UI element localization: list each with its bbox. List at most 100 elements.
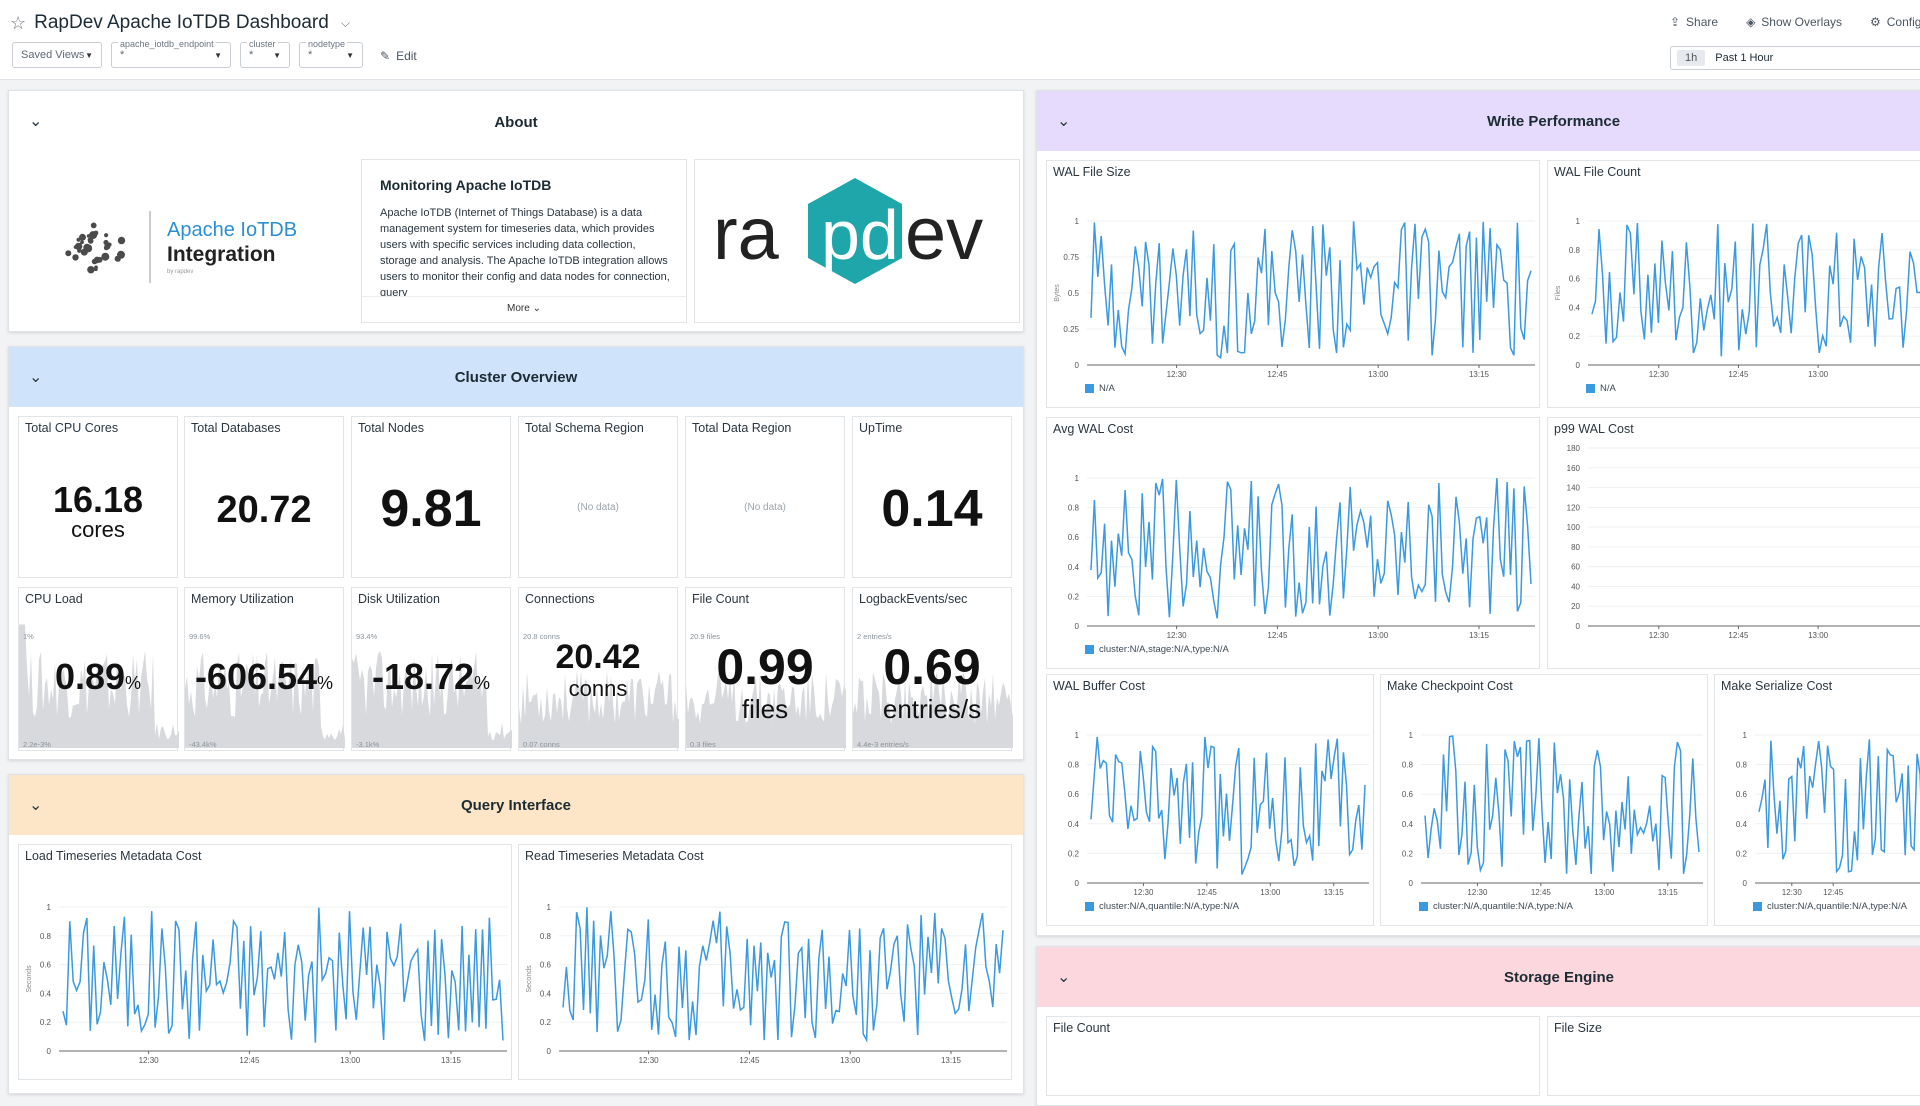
chevron-down-icon[interactable]: ⌄ — [1057, 113, 1071, 130]
stat-widget[interactable]: Total Data Region (No data) — [685, 416, 845, 578]
logo-line2: Integration — [167, 243, 276, 266]
query-value: -18.72% — [352, 656, 510, 698]
wal-buffer-cost-widget[interactable]: WAL Buffer Cost 0 0.2 0.4 0.6 0.8 1 12:30 12:45 1… — [1046, 674, 1374, 926]
pencil-icon: ✎ — [380, 49, 391, 63]
storage-file-size-widget[interactable]: File Size — [1547, 1016, 1920, 1096]
query-value-widget[interactable]: LogbackEvents/sec 2 entries/s 4.4e-3 entri… — [852, 587, 1013, 751]
y-tick-label: 160 — [1567, 464, 1581, 473]
x-tick-label: 12:30 — [1649, 370, 1670, 379]
logo-dot — [104, 233, 109, 238]
stat-widget[interactable]: Total Schema Region (No data) — [518, 416, 678, 578]
logo-dot — [93, 256, 101, 264]
logo-dot — [117, 236, 126, 245]
value-number: 0.69 — [883, 639, 981, 695]
value-unit: % — [317, 673, 334, 693]
avg-wal-cost-widget[interactable]: Avg WAL Cost 0 0.2 0.4 0.6 0.8 1 12:30 12:45 13:0… — [1046, 417, 1540, 669]
chart-legend[interactable]: cluster:N/A,quantile:N/A,type:N/A — [1419, 901, 1573, 912]
nodetype-variable-select[interactable]: nodetype * ▼ — [299, 39, 363, 68]
storage-file-count-widget[interactable]: File Count — [1046, 1016, 1540, 1096]
chevron-down-icon[interactable]: ⌄ — [29, 797, 43, 814]
y-tick-label: 0.4 — [1068, 563, 1080, 572]
query-value: 0.69 — [853, 638, 1011, 696]
time-range-select[interactable]: 1h Past 1 Hour — [1670, 46, 1920, 70]
y-tick-label: 0.2 — [1569, 332, 1581, 341]
share-button[interactable]: ⇪ Share — [1669, 15, 1719, 29]
y-tick-label: 60 — [1571, 563, 1580, 572]
chart-legend[interactable]: N/A — [1586, 383, 1616, 394]
stat-widget[interactable]: Total Databases 20.72 — [184, 416, 344, 578]
logo-dot — [72, 254, 79, 261]
stat-value: 0.14 — [881, 480, 983, 538]
query-value-widget[interactable]: CPU Load 1% 2.2e-3% 0.89% — [18, 587, 179, 751]
configure-button[interactable]: ⚙Configure — [1870, 15, 1920, 29]
chevron-down-icon[interactable]: ⌄ — [29, 113, 43, 130]
stat-widget[interactable]: Total Nodes 9.81 — [351, 416, 511, 578]
stat-widget[interactable]: Total CPU Cores 16.18 cores — [18, 416, 178, 578]
edit-button[interactable]: ✎ Edit — [380, 49, 417, 63]
y-tick-label: 0.4 — [540, 989, 552, 998]
chevron-down-icon[interactable]: ⌵ — [340, 15, 350, 30]
y-tick-label: 40 — [1571, 582, 1580, 591]
storage-engine-header[interactable]: ⌄ Storage Engine — [1037, 947, 1920, 1007]
y-tick-label: 0 — [47, 1047, 52, 1056]
y-tick-label: 0.5 — [1068, 289, 1080, 298]
legend-label: cluster:N/A,quantile:N/A,type:N/A — [1099, 901, 1239, 912]
y-axis-label: Seconds — [526, 965, 533, 993]
make-checkpoint-cost-widget[interactable]: Make Checkpoint Cost 0 0.2 0.4 0.6 0.8 1 12:30 1… — [1380, 674, 1708, 926]
query-value-widget[interactable]: Disk Utilization 93.4% -3.1k% -18.72% — [351, 587, 512, 751]
logo-dot — [104, 243, 111, 250]
cluster-overview-header[interactable]: ⌄ Cluster Overview — [9, 347, 1023, 407]
sparkline-max-label: 99.6% — [189, 632, 211, 641]
load-timeseries-metadata-cost-widget[interactable]: Load Timeseries Metadata Cost 0 0.2 0.4 0.6 0… — [18, 844, 512, 1080]
query-value: 0.89% — [19, 656, 177, 698]
read-timeseries-metadata-cost-widget[interactable]: Read Timeseries Metadata Cost 0 0.2 0.4 0.6 0… — [518, 844, 1012, 1080]
widget-title: LogbackEvents/sec — [859, 592, 968, 606]
apache-iotdb-logo: Apache IoTDB Integration by rapdev — [59, 211, 319, 291]
legend-swatch — [1085, 384, 1094, 393]
write-performance-header[interactable]: ⌄ Write Performance — [1037, 91, 1920, 151]
chart-legend[interactable]: N/A — [1085, 383, 1115, 394]
y-tick-label: 0.4 — [1736, 820, 1748, 829]
chart-legend[interactable]: cluster:N/A,stage:N/A,type:N/A — [1085, 644, 1229, 655]
series-line — [1090, 221, 1532, 360]
endpoint-variable-select[interactable]: apache_iotdb_endpoint * ▼ — [111, 39, 231, 68]
query-interface-header[interactable]: ⌄ Query Interface — [9, 775, 1023, 835]
x-tick-label: 13:00 — [1594, 888, 1615, 897]
chart-legend[interactable]: cluster:N/A,quantile:N/A,type:N/A — [1753, 901, 1907, 912]
sparkline-min-label: 2.2e-3% — [23, 740, 51, 749]
widget-title: WAL File Count — [1554, 165, 1641, 179]
y-tick-label: 1 — [1576, 217, 1581, 226]
show-overlays-button[interactable]: ◈ Show Overlays — [1746, 15, 1842, 29]
saved-views-select[interactable]: Saved Views ▼ — [12, 42, 102, 68]
y-tick-label: 0.8 — [1068, 504, 1080, 513]
query-value-widget[interactable]: Memory Utilization 99.6% -43.4k% -606.54% — [184, 587, 345, 751]
chart-legend[interactable]: cluster:N/A,quantile:N/A,type:N/A — [1085, 901, 1239, 912]
share-icon: ⇪ — [1669, 15, 1681, 29]
wal-file-count-widget[interactable]: WAL File Count 0 0.2 0.4 0.6 0.8 1 Files 12:30 12… — [1547, 160, 1920, 408]
wal-file-size-widget[interactable]: WAL File Size 0 0.25 0.5 0.75 1 Bytes 12:30 12:4… — [1046, 160, 1540, 408]
y-tick-label: 0 — [1075, 361, 1080, 370]
cluster-variable-select[interactable]: cluster * ▼ — [240, 39, 290, 68]
brand-text-mid: pd — [821, 196, 899, 274]
y-tick-label: 1 — [547, 903, 552, 912]
x-tick-label: 13:00 — [1808, 370, 1829, 379]
p99-wal-cost-widget[interactable]: p99 WAL Cost 0 20 40 60 80 100 120 140 160 180 12:3… — [1547, 417, 1920, 669]
logo-line1: Apache IoTDB — [167, 219, 298, 241]
chevron-down-icon[interactable]: ⌄ — [29, 369, 43, 386]
widget-title: Connections — [525, 592, 595, 606]
widget-title: WAL Buffer Cost — [1053, 679, 1145, 693]
stat-widget[interactable]: UpTime 0.14 — [852, 416, 1012, 578]
make-serialize-cost-widget[interactable]: Make Serialize Cost 0 0.2 0.4 0.6 0.8 1 12:30 12… — [1714, 674, 1920, 926]
line-chart: 0 0.2 0.4 0.6 0.8 1 12:30 12:45 13:00 13:15 — [1068, 731, 1369, 897]
chevron-down-icon[interactable]: ⌄ — [1057, 969, 1071, 986]
query-value: -606.54% — [185, 656, 343, 698]
query-value-widget[interactable]: Connections 20.8 conns 0.07 conns 20.42 conn… — [518, 587, 679, 751]
about-header[interactable]: ⌄ About — [29, 113, 538, 131]
star-icon[interactable]: ☆ — [10, 12, 27, 33]
more-button[interactable]: More ⌄ — [362, 296, 686, 322]
x-tick-label: 12:45 — [1267, 631, 1288, 640]
query-value-widget[interactable]: File Count 20.9 files 0.3 files 0.99 files — [685, 587, 846, 751]
top-bar: ☆ RapDev Apache IoTDB Dashboard ⌵ ⇪ Share… — [0, 0, 1920, 80]
query-value: 20.42 — [519, 638, 677, 677]
x-tick-label: 13:15 — [1324, 888, 1345, 897]
